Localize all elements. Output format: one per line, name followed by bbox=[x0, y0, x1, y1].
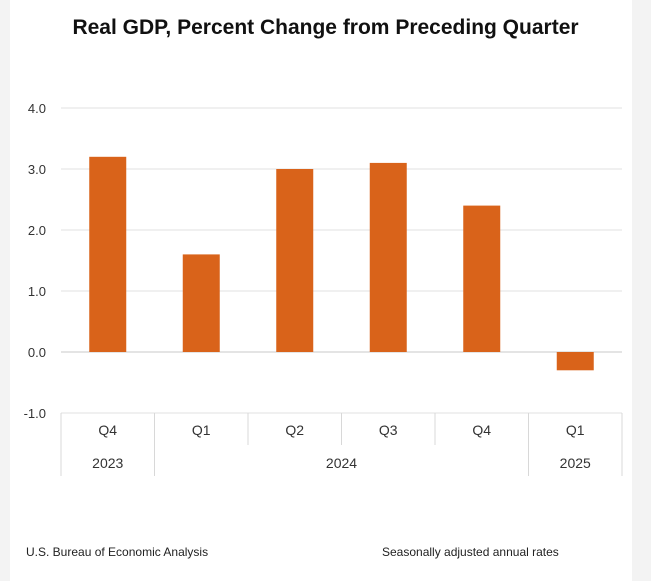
y-tick-label: 1.0 bbox=[28, 284, 46, 299]
source-note: U.S. Bureau of Economic Analysis bbox=[26, 545, 209, 559]
x-tick-label: Q1 bbox=[566, 422, 585, 438]
chart-title: Real GDP, Percent Change from Preceding … bbox=[72, 16, 579, 39]
x-tick-label: Q4 bbox=[472, 422, 491, 438]
x-tick-label: Q1 bbox=[192, 422, 211, 438]
y-tick-label: 0.0 bbox=[28, 345, 46, 360]
bar-4 bbox=[463, 205, 501, 352]
x-tick-label: Q2 bbox=[285, 422, 304, 438]
year-group-label: 2025 bbox=[560, 455, 591, 471]
bar-3 bbox=[369, 162, 407, 352]
y-tick-label: 3.0 bbox=[28, 162, 46, 177]
x-tick-label: Q4 bbox=[98, 422, 117, 438]
y-tick-label: 2.0 bbox=[28, 223, 46, 238]
bar-2 bbox=[276, 169, 314, 352]
bar-0 bbox=[89, 156, 127, 352]
bar-1 bbox=[182, 254, 220, 352]
year-group-label: 2024 bbox=[326, 455, 357, 471]
year-group-label: 2023 bbox=[92, 455, 123, 471]
y-tick-label: -1.0 bbox=[24, 406, 46, 421]
rates-note: Seasonally adjusted annual rates bbox=[382, 545, 559, 559]
bar-5 bbox=[556, 352, 594, 371]
x-tick-label: Q3 bbox=[379, 422, 398, 438]
y-tick-label: 4.0 bbox=[28, 101, 46, 116]
